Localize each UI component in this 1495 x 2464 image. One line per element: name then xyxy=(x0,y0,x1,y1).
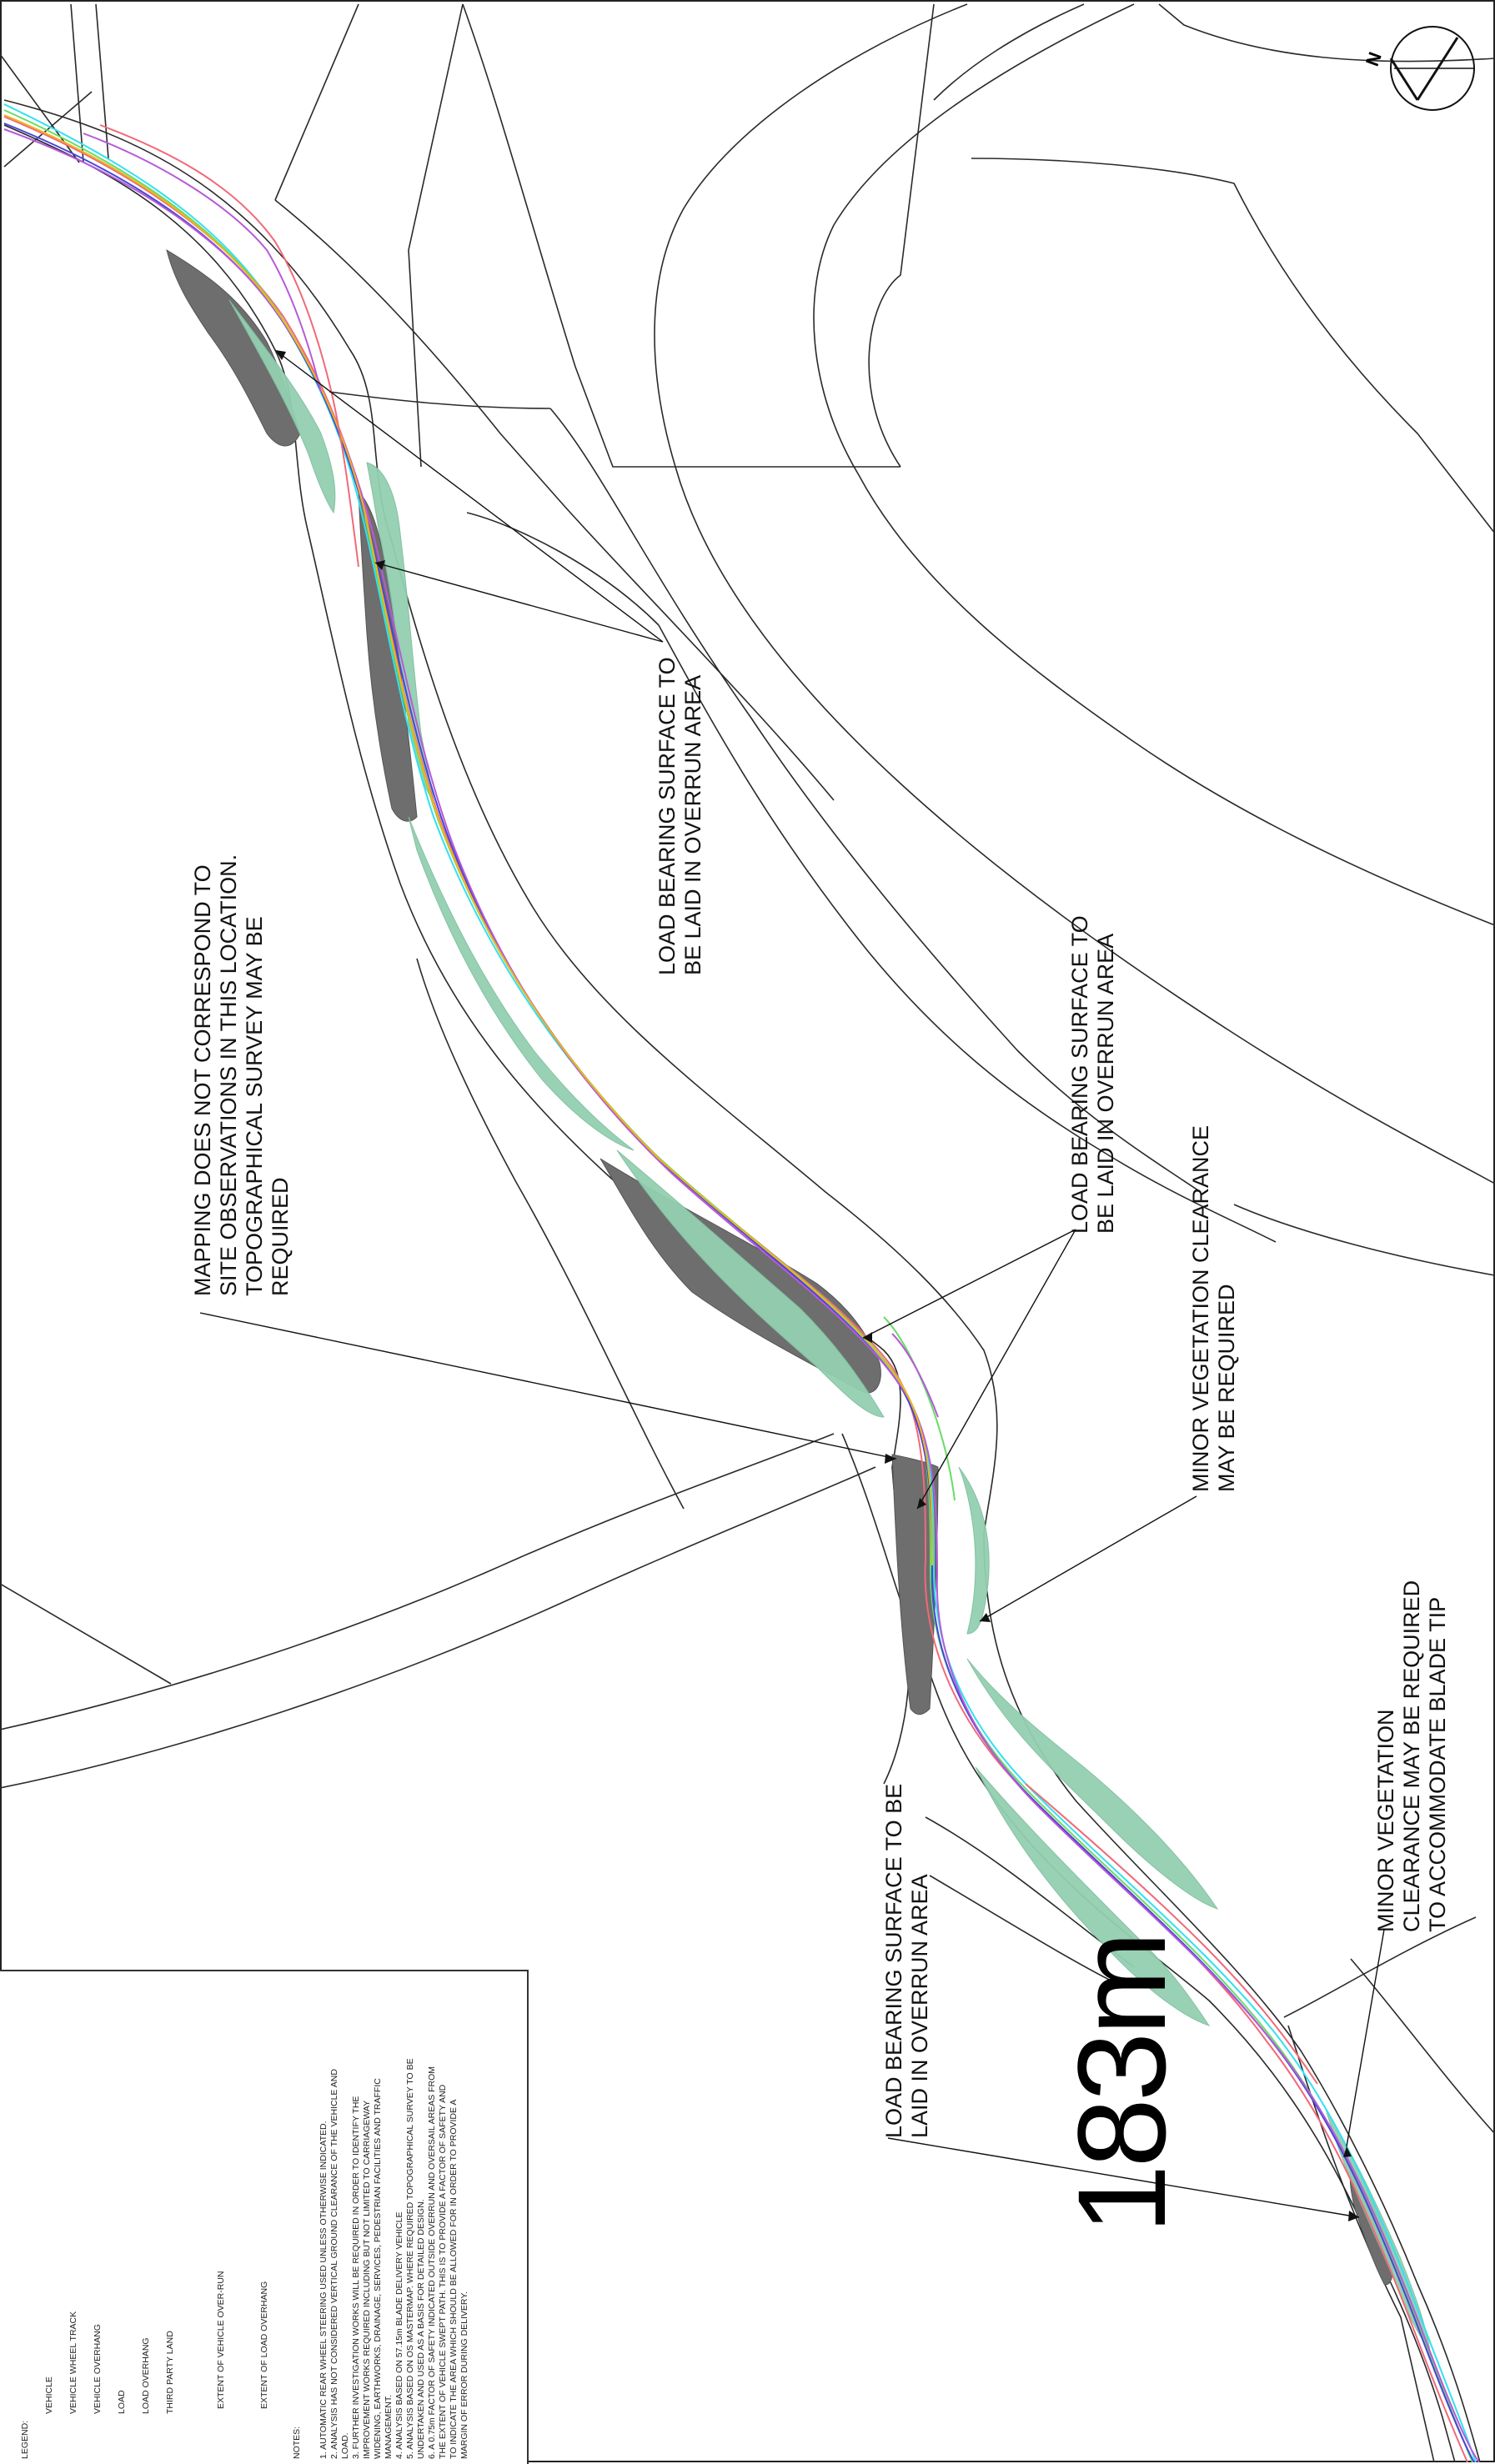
note-line: 1. AUTOMATIC REAR WHEEL STEERING USED UN… xyxy=(319,2121,329,2459)
annotation-load-bearing-2: LOAD BEARING SURFACE TO BE LAID IN OVERR… xyxy=(1067,915,1119,1234)
annotation-mapping-note: MAPPING DOES NOT CORRESPOND TO SITE OBSE… xyxy=(190,854,293,1296)
legend-item-vehicle-over-run: EXTENT OF VEHICLE OVER-RUN xyxy=(216,2271,226,2410)
legend-item-vehicle-wheel-track: VEHICLE WHEEL TRACK xyxy=(68,2311,78,2414)
legend-item-vehicle: VEHICLE xyxy=(44,2376,54,2414)
note-line: WIDENING, EARTHWORKS, DRAINAGE, SERVICES… xyxy=(373,2078,383,2459)
legend-panel xyxy=(0,1970,529,2464)
annotation-line: MINOR VEGETATION CLEARANCE xyxy=(1188,1124,1213,1492)
annotation-line: BE LAID IN OVERRUN AREA xyxy=(680,674,705,975)
note-line: 3. FURTHER INVESTIGATION WORKS WILL BE R… xyxy=(351,2096,361,2459)
note-line: TO INDICATE THE AREA WHICH SHOULD BE ALL… xyxy=(449,2099,459,2459)
notes-title: NOTES: xyxy=(292,2426,302,2459)
legend-item-load: LOAD xyxy=(117,2390,127,2414)
annotation-load-bearing-1: LOAD BEARING SURFACE TO BE LAID IN OVERR… xyxy=(655,657,706,975)
legend-item-load-overhang: LOAD OVERHANG xyxy=(141,2337,151,2414)
note-line: LOAD. xyxy=(340,2432,350,2459)
annotation-line: TOPOGRAPHICAL SURVEY MAY BE xyxy=(242,916,267,1296)
legend-title: LEGEND: xyxy=(20,2420,30,2459)
leader-lines xyxy=(199,349,1385,2218)
chainage-label: 183m xyxy=(1051,1934,1191,2234)
legend-item-third-party-land: THIRD PARTY LAND xyxy=(165,2331,175,2414)
swept-path-tracks xyxy=(3,103,1480,2462)
note-line: MARGIN OF ERROR DURING DELIVERY. xyxy=(459,2291,469,2459)
annotation-line: CLEARANCE MAY BE REQUIRED xyxy=(1399,1580,1424,1932)
annotation-line: MAPPING DOES NOT CORRESPOND TO xyxy=(190,864,215,1296)
annotation-minor-vegetation-2: MINOR VEGETATION CLEARANCE MAY BE REQUIR… xyxy=(1373,1580,1451,1932)
note-line: 6. A 0.75m FACTOR OF SAFETY INDICATED OU… xyxy=(427,2066,437,2459)
os-map-linework xyxy=(0,3,1495,2462)
notes-list: 1. AUTOMATIC REAR WHEEL STEERING USED UN… xyxy=(319,2058,470,2459)
annotation-line: LOAD BEARING SURFACE TO xyxy=(1067,915,1092,1234)
annotation-line: LAID IN OVERRUN AREA xyxy=(907,1874,932,2138)
legend-item-load-overhang-extent: EXTENT OF LOAD OVERHANG xyxy=(259,2281,269,2409)
note-line: 4. ANALYSIS BASED ON 57.15m BLADE DELIVE… xyxy=(394,2211,404,2459)
annotation-line: SITE OBSERVATIONS IN THIS LOCATION. xyxy=(216,854,241,1296)
note-line: MANAGEMENT. xyxy=(384,2394,394,2459)
note-line: THE EXTENT OF VEHICLE SWEPT PATH. THIS I… xyxy=(438,2084,448,2459)
annotation-line: BE LAID IN OVERRUN AREA xyxy=(1093,933,1118,1234)
annotation-line: LOAD BEARING SURFACE TO BE xyxy=(881,1783,906,2138)
legend-item-vehicle-overhang: VEHICLE OVERHANG xyxy=(93,2324,103,2414)
annotation-line: MAY BE REQUIRED xyxy=(1214,1284,1239,1492)
annotation-line: REQUIRED xyxy=(268,1177,293,1296)
annotation-line: TO ACCOMMODATE BLADE TIP xyxy=(1425,1596,1450,1932)
note-line: 2. ANALYSIS HAS NOT CONSIDERED VERTICAL … xyxy=(329,2069,339,2459)
annotation-load-bearing-3: LOAD BEARING SURFACE TO BE LAID IN OVERR… xyxy=(881,1784,933,2138)
annotation-line: MINOR VEGETATION xyxy=(1373,1709,1398,1932)
annotation-minor-vegetation-1: MINOR VEGETATION CLEARANCE MAY BE REQUIR… xyxy=(1188,1125,1240,1492)
note-line: UNDERTAKEN AND USED AS A BASIS FOR DETAI… xyxy=(416,2199,426,2459)
north-arrow xyxy=(1389,26,1475,111)
leader-arrowheads xyxy=(275,350,1359,2221)
annotation-line: LOAD BEARING SURFACE TO xyxy=(655,657,680,975)
note-line: IMPROVEMENT WORKS REQUIRED INCLUDING BUT… xyxy=(362,2100,372,2459)
note-line: 5. ANALYSIS BASED ON OS MASTERMAP. WHERE… xyxy=(405,2058,415,2459)
